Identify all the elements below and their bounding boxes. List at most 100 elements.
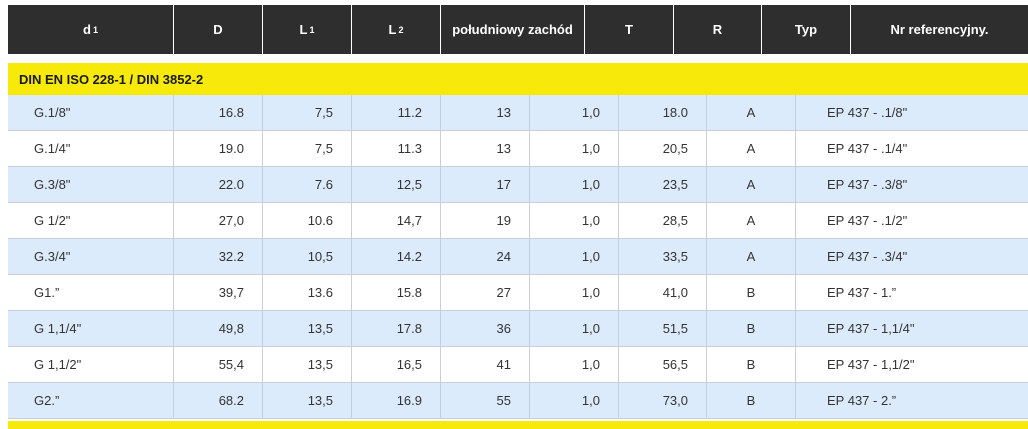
cell-D: 16.8 [174,95,263,130]
cell-L1: 13,5 [263,383,352,418]
cell-L1: 10,5 [263,239,352,274]
cell-D: 55,4 [174,347,263,382]
col-header-R: R [674,5,762,54]
col-header-D: D [174,5,263,54]
cell-L1: 7,5 [263,95,352,130]
cell-R: A [707,239,796,274]
cell-R: A [707,95,796,130]
cell-T: 73,0 [619,383,707,418]
cell-sw: 27 [441,275,530,310]
cell-blank: 1,0 [530,347,619,382]
cell-L2: 12,5 [352,167,441,202]
cell-ref: EP 437 - .3/8" [827,177,908,192]
cell-R: A [707,167,796,202]
cell-T: 51,5 [619,311,707,346]
cell-T: 56,5 [619,347,707,382]
cell-ref: EP 437 - 1.” [827,285,897,300]
cell-sw: 55 [441,383,530,418]
table-row: G.3/4" 32.2 10,5 14.2 24 1,0 33,5 A EP 437 - .3/… [8,239,1028,275]
header-gap [8,54,1028,63]
cell-ref: EP 437 - 1,1/2" [827,357,915,372]
cell-sw: 41 [441,347,530,382]
cell-d1: G 1,1/2" [8,347,174,382]
cell-d1: G.3/8" [8,167,174,202]
cell-d1: G1.” [8,275,174,310]
cell-d1: G.3/4" [8,239,174,274]
cell-D: 49,8 [174,311,263,346]
cell-D: 22.0 [174,167,263,202]
cell-blank: 1,0 [530,383,619,418]
cell-d1: G 1,1/4" [8,311,174,346]
table-row: G 1/2" 27,0 10.6 14,7 19 1,0 28,5 A EP 437 - .1/… [8,203,1028,239]
cell-ref: EP 437 - 2.” [827,393,897,408]
cell-blank: 1,0 [530,275,619,310]
cell-L2: 16.9 [352,383,441,418]
cell-d1: G.1/8" [8,95,174,130]
cell-sw: 19 [441,203,530,238]
cell-R: B [707,383,796,418]
cell-ref: EP 437 - .1/4" [827,141,908,156]
cell-blank: 1,0 [530,239,619,274]
cell-D: 19.0 [174,131,263,166]
cell-T: 33,5 [619,239,707,274]
table-row: G2.” 68.2 13,5 16.9 55 1,0 73,0 B EP 437 - 2.” [8,383,1028,419]
cell-R: B [707,311,796,346]
cell-blank: 1,0 [530,167,619,202]
table-row: G 1,1/4" 49,8 13,5 17.8 36 1,0 51,5 B EP 437 - 1… [8,311,1028,347]
table-row: G.1/4" 19.0 7,5 11.3 13 1,0 20,5 A EP 437 - .1/4… [8,131,1028,167]
cell-R: A [707,131,796,166]
cell-R: B [707,347,796,382]
table-row: G 1,1/2" 55,4 13,5 16,5 41 1,0 56,5 B EP 437 - 1… [8,347,1028,383]
cell-ref: EP 437 - .1/2" [827,213,908,228]
col-header-sw: południowy zachód [441,5,585,54]
cell-T: 28,5 [619,203,707,238]
cell-T: 18.0 [619,95,707,130]
cell-D: 39,7 [174,275,263,310]
cell-D: 68.2 [174,383,263,418]
cell-d1: G 1/2" [8,203,174,238]
cell-T: 23,5 [619,167,707,202]
cell-L1: 13,5 [263,311,352,346]
cell-L1: 7.6 [263,167,352,202]
cell-L1: 13,5 [263,347,352,382]
cell-D: 27,0 [174,203,263,238]
cell-T: 20,5 [619,131,707,166]
col-header-typ: Typ [762,5,851,54]
cell-R: B [707,275,796,310]
cell-blank: 1,0 [530,203,619,238]
cell-sw: 24 [441,239,530,274]
cell-ref: EP 437 - .1/8" [827,105,908,120]
cell-L2: 15.8 [352,275,441,310]
col-header-T: T [585,5,674,54]
cell-blank: 1,0 [530,131,619,166]
cell-L2: 17.8 [352,311,441,346]
cell-d1: G.1/4" [8,131,174,166]
cell-T: 41,0 [619,275,707,310]
cell-L2: 14.2 [352,239,441,274]
table-row: G1.” 39,7 13.6 15.8 27 1,0 41,0 B EP 437 - 1.” [8,275,1028,311]
cell-sw: 13 [441,95,530,130]
cell-blank: 1,0 [530,95,619,130]
cell-L1: 13.6 [263,275,352,310]
cell-d1: G2.” [8,383,174,418]
section-title: DIN EN ISO 228-1 / DIN 3852-2 [8,63,1028,95]
cell-sw: 36 [441,311,530,346]
cell-D: 32.2 [174,239,263,274]
cell-L2: 11.3 [352,131,441,166]
cell-L2: 14,7 [352,203,441,238]
cell-L1: 7,5 [263,131,352,166]
bottom-bar [8,421,1028,429]
cell-L2: 16,5 [352,347,441,382]
table-body: G.1/8" 16.8 7,5 11.2 13 1,0 18.0 A EP 437 - .1/8… [8,95,1028,419]
cell-L2: 11.2 [352,95,441,130]
cell-R: A [707,203,796,238]
cell-sw: 13 [441,131,530,166]
table-row: G.3/8" 22.0 7.6 12,5 17 1,0 23,5 A EP 437 - .3/8… [8,167,1028,203]
cell-ref: EP 437 - 1,1/4" [827,321,915,336]
col-header-ref: Nr referencyjny. [851,5,1028,54]
